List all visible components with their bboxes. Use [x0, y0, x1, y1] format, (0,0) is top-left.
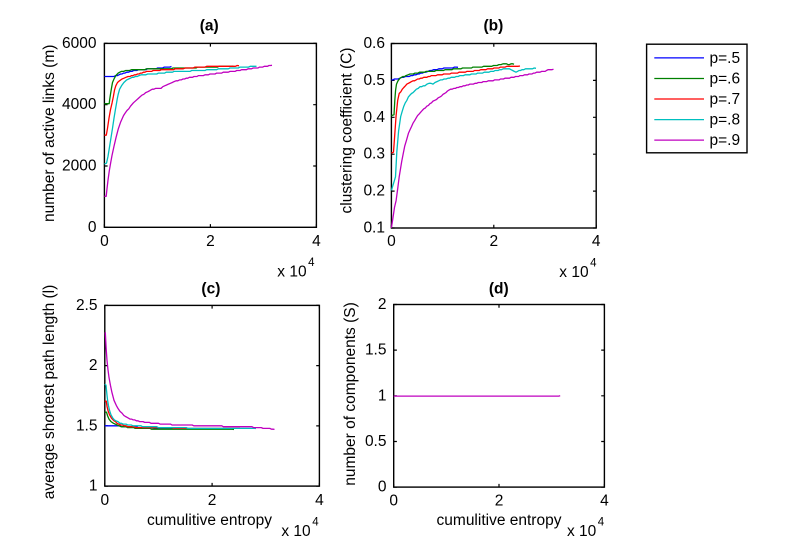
svg-text:2: 2 — [378, 296, 387, 313]
svg-text:number of active links (m): number of active links (m) — [41, 45, 58, 222]
svg-text:4: 4 — [308, 257, 315, 269]
svg-text:2: 2 — [208, 492, 217, 509]
svg-text:(c): (c) — [201, 281, 220, 298]
svg-text:0.4: 0.4 — [363, 109, 385, 126]
svg-text:2: 2 — [89, 357, 98, 374]
svg-text:0.1: 0.1 — [363, 220, 385, 237]
svg-text:2: 2 — [495, 493, 504, 510]
svg-text:2: 2 — [489, 233, 498, 250]
svg-text:6000: 6000 — [62, 35, 97, 52]
svg-text:cumulitive entropy: cumulitive entropy — [437, 512, 562, 529]
svg-text:4: 4 — [598, 517, 605, 529]
svg-text:4000: 4000 — [62, 96, 97, 113]
svg-text:average shortest path length (: average shortest path length (l) — [41, 285, 58, 500]
svg-text:0.5: 0.5 — [365, 433, 387, 450]
svg-text:2000: 2000 — [62, 158, 97, 175]
svg-text:4: 4 — [312, 517, 319, 529]
svg-text:4: 4 — [590, 258, 597, 270]
svg-text:p=.9: p=.9 — [710, 132, 741, 149]
svg-text:cumulitive entropy: cumulitive entropy — [147, 512, 272, 529]
svg-text:x 10: x 10 — [277, 263, 307, 280]
svg-text:0.3: 0.3 — [363, 146, 385, 163]
svg-text:(d): (d) — [489, 281, 509, 298]
svg-text:4: 4 — [315, 492, 324, 509]
svg-text:clustering coefficient (C): clustering coefficient (C) — [339, 48, 356, 214]
svg-text:0.5: 0.5 — [363, 72, 385, 89]
svg-text:0: 0 — [389, 493, 398, 510]
svg-text:4: 4 — [592, 233, 601, 250]
svg-text:0: 0 — [100, 492, 109, 509]
svg-text:p=.8: p=.8 — [710, 112, 741, 129]
svg-text:0: 0 — [378, 479, 387, 496]
svg-text:(b): (b) — [484, 18, 504, 35]
svg-text:p=.5: p=.5 — [710, 50, 741, 67]
svg-text:p=.6: p=.6 — [710, 71, 741, 88]
svg-text:0.6: 0.6 — [363, 35, 385, 52]
svg-text:2: 2 — [206, 233, 215, 250]
svg-text:p=.7: p=.7 — [710, 91, 741, 108]
svg-text:1: 1 — [378, 387, 387, 404]
svg-text:(a): (a) — [200, 18, 219, 35]
svg-text:1.5: 1.5 — [76, 417, 98, 434]
svg-text:4: 4 — [600, 493, 609, 510]
svg-text:0: 0 — [100, 233, 109, 250]
svg-text:4: 4 — [312, 233, 321, 250]
svg-text:0: 0 — [88, 219, 97, 236]
svg-text:x 10: x 10 — [281, 523, 311, 540]
svg-text:number of components (S): number of components (S) — [342, 302, 359, 486]
svg-text:x 10: x 10 — [567, 523, 597, 540]
svg-text:1.5: 1.5 — [365, 342, 387, 359]
svg-text:x 10: x 10 — [559, 264, 589, 281]
svg-text:2.5: 2.5 — [76, 297, 98, 314]
svg-text:1: 1 — [89, 478, 98, 495]
svg-text:0: 0 — [387, 233, 396, 250]
svg-text:0.2: 0.2 — [363, 183, 385, 200]
